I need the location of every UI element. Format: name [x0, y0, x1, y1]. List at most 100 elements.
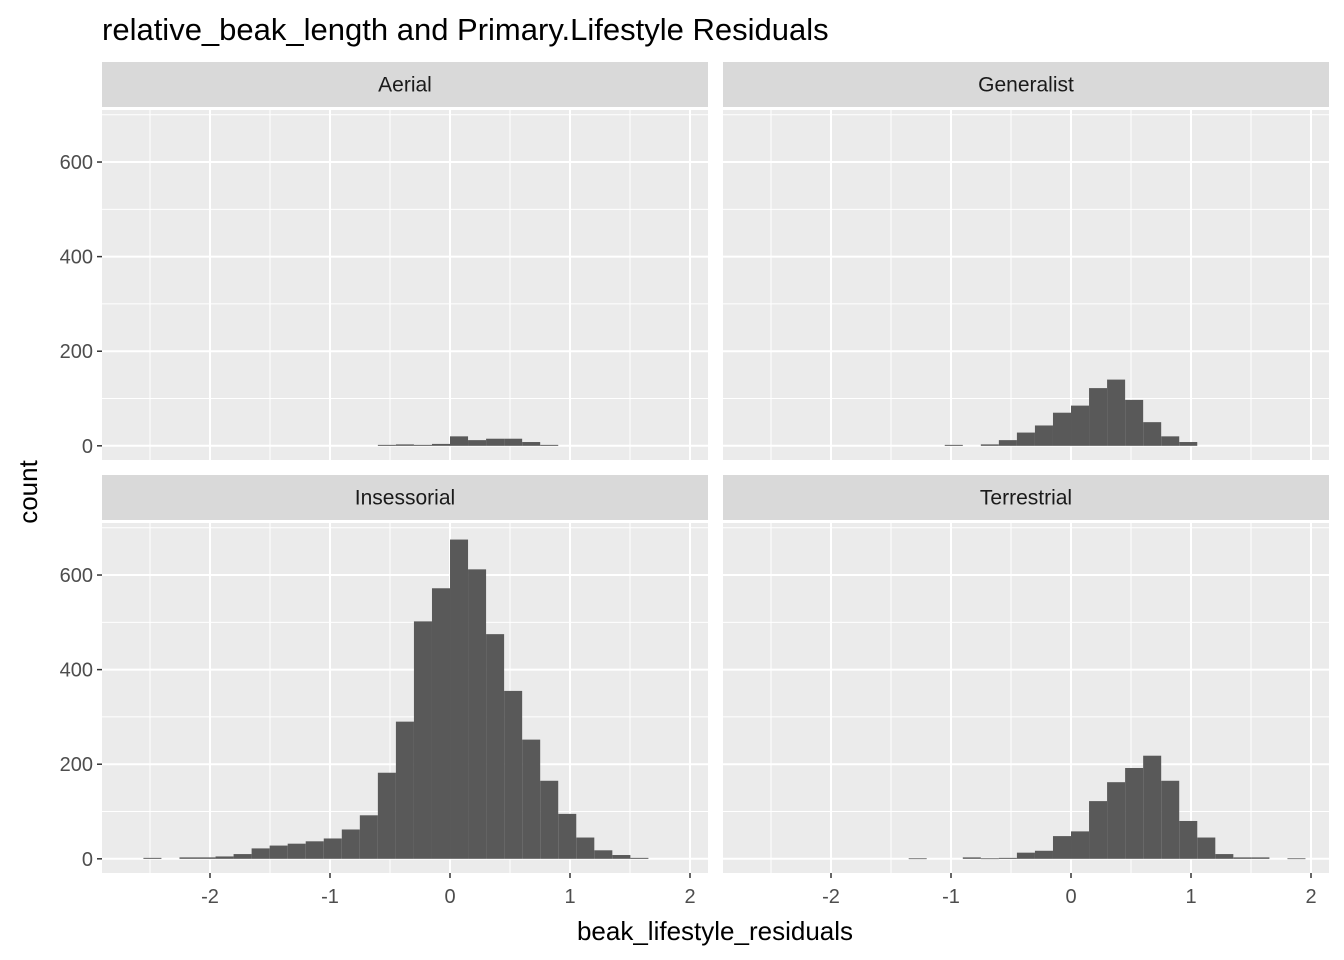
facet-strip	[102, 475, 708, 520]
histogram-bar	[1161, 780, 1180, 859]
y-tick-label: 0	[82, 436, 93, 458]
histogram-bar	[486, 438, 505, 446]
y-tick-label: 400	[60, 247, 93, 269]
histogram-bar	[1143, 422, 1162, 446]
histogram-bar	[1107, 379, 1126, 446]
histogram-bar	[395, 444, 414, 446]
histogram-bar	[612, 855, 631, 859]
y-tick-label: 0	[82, 849, 93, 871]
panel-background	[723, 523, 1329, 873]
y-axis-title: count	[13, 459, 43, 523]
facet-strip-label: Aerial	[378, 74, 432, 97]
histogram-bar	[377, 444, 396, 446]
histogram-bar	[980, 444, 999, 446]
histogram-bar	[1016, 432, 1035, 446]
x-axis-title: beak_lifestyle_residuals	[577, 916, 853, 946]
histogram-bar	[944, 444, 963, 446]
histogram-bar	[1034, 850, 1053, 859]
histogram-bar	[504, 690, 523, 859]
facet-strip	[723, 62, 1329, 107]
histogram-bar	[1179, 442, 1198, 446]
facet-panel-generalist: Generalist	[723, 62, 1329, 460]
histogram-bar	[197, 857, 216, 859]
histogram-bar	[143, 857, 162, 859]
x-tick-label: -2	[201, 886, 219, 908]
histogram-bar	[413, 444, 432, 446]
histogram-bar	[1287, 858, 1306, 860]
panel-background	[723, 110, 1329, 460]
histogram-bar	[215, 856, 234, 859]
histogram-bar	[998, 440, 1017, 446]
histogram-bar	[1016, 852, 1035, 859]
x-tick-label: 1	[1185, 886, 1196, 908]
histogram-bar	[359, 815, 378, 859]
histogram-bar	[1215, 854, 1234, 859]
histogram-bar	[1052, 412, 1072, 446]
x-tick-label: -1	[942, 886, 960, 908]
facet-strip-label: Insessorial	[355, 487, 455, 510]
histogram-bar	[576, 837, 595, 859]
histogram-bar	[179, 857, 198, 859]
x-tick-label: 1	[564, 886, 575, 908]
facet-strip	[723, 475, 1329, 520]
histogram-bar	[450, 539, 469, 859]
histogram-bar	[323, 838, 342, 859]
histogram-bar	[1179, 820, 1198, 859]
panel-background	[102, 110, 708, 460]
y-tick-label: 600	[60, 565, 93, 587]
histogram-bar	[468, 440, 487, 446]
histogram-bar	[630, 857, 649, 859]
chart-title: relative_beak_length and Primary.Lifesty…	[102, 12, 829, 47]
facet-panel-insessorial: Insessorial 0 200 400 600 -2 -1 0 1 2	[60, 475, 708, 908]
histogram-bar	[341, 829, 360, 859]
x-tick-label: 0	[1065, 886, 1076, 908]
facet-panel-aerial: Aerial 0 200 400 600	[60, 62, 708, 460]
histogram-bar	[1233, 857, 1252, 859]
x-tick-label: 2	[1305, 886, 1316, 908]
histogram-bar	[962, 857, 981, 859]
histogram-bar	[1161, 436, 1180, 446]
histogram-bar	[1089, 801, 1108, 859]
histogram-bar	[287, 843, 306, 859]
histogram-bar	[233, 854, 252, 859]
histogram-bar	[522, 442, 541, 446]
histogram-bar	[468, 569, 487, 859]
histogram-bar	[1143, 755, 1162, 859]
histogram-bar	[522, 739, 541, 859]
histogram-bar	[431, 588, 451, 859]
x-tick-label: -2	[822, 886, 840, 908]
histogram-bar	[486, 634, 505, 859]
x-tick-label: -1	[321, 886, 339, 908]
y-tick-label: 200	[60, 341, 93, 363]
histogram-bar	[1034, 425, 1053, 446]
y-tick-label: 400	[60, 660, 93, 682]
histogram-bar	[1197, 837, 1216, 859]
histogram-bar	[540, 444, 559, 446]
x-tick-label: 0	[444, 886, 455, 908]
histogram-bar	[1071, 405, 1090, 446]
histogram-bar	[1089, 388, 1108, 446]
histogram-bar	[998, 857, 1017, 859]
histogram-bar	[413, 621, 432, 859]
histogram-bar	[377, 772, 396, 859]
y-tick-label: 200	[60, 754, 93, 776]
facet-strip-label: Generalist	[978, 74, 1074, 97]
histogram-bar	[395, 721, 414, 859]
facet-panels: Aerial0200400600GeneralistInsessorial020…	[60, 62, 1329, 908]
histogram-bar	[269, 845, 288, 859]
facet-strip	[102, 62, 708, 107]
histogram-bar	[431, 443, 451, 446]
facet-strip-label: Terrestrial	[980, 487, 1072, 510]
facet-panel-terrestrial: Terrestrial -2 -1 0 1 2	[723, 475, 1329, 908]
x-tick-label: 2	[684, 886, 695, 908]
histogram-bar	[1071, 831, 1090, 859]
histogram-bar	[251, 848, 270, 859]
histogram-bar	[594, 850, 613, 859]
histogram-bar	[558, 813, 577, 859]
histogram-bar	[504, 438, 523, 446]
y-tick-label: 600	[60, 152, 93, 174]
histogram-bar	[1125, 768, 1144, 859]
histogram-bar	[1125, 399, 1144, 446]
histogram-bar	[305, 841, 324, 859]
